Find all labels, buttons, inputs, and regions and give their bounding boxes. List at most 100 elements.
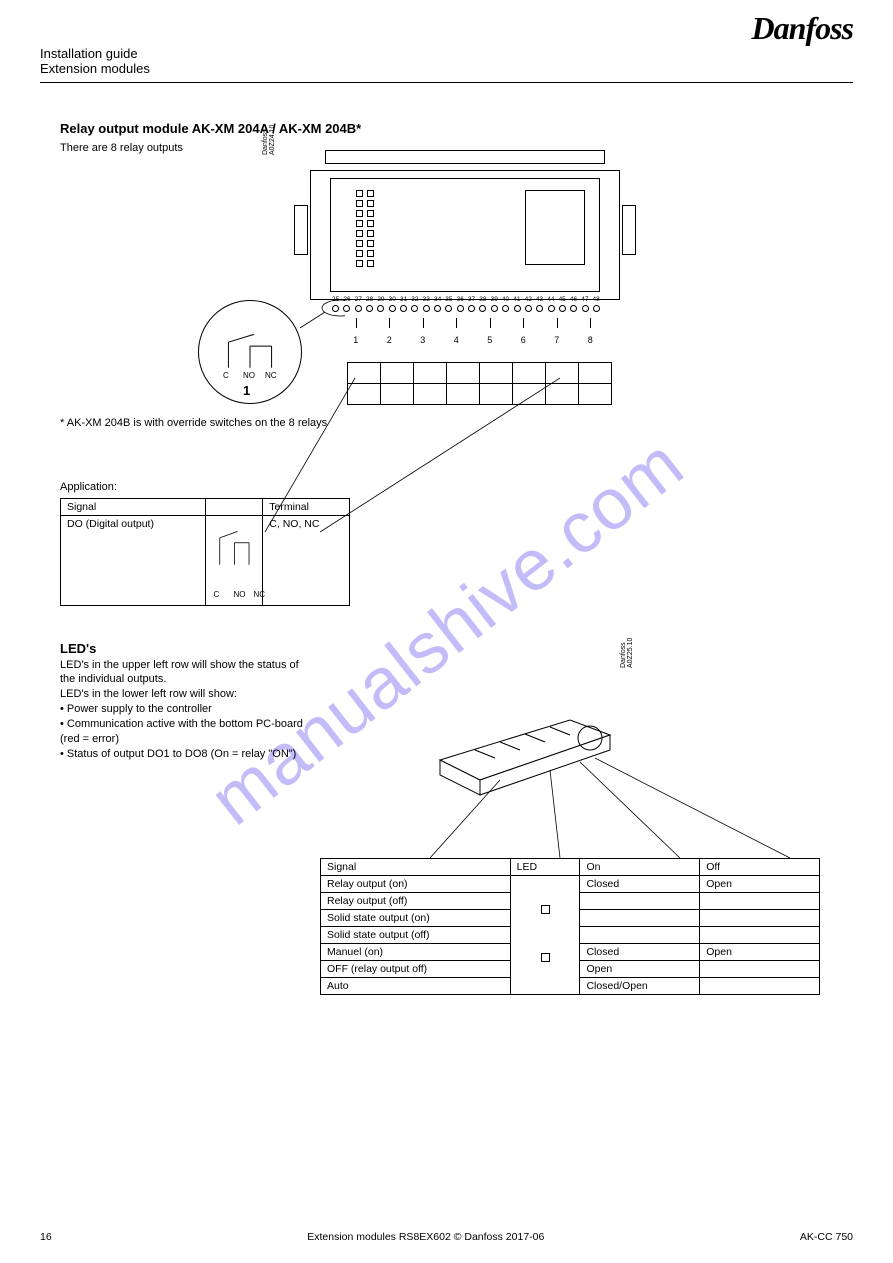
- detail-index-1: 1: [243, 383, 250, 398]
- module-text: There are 8 relay outputs: [60, 142, 183, 154]
- output-index-row: 12345678: [339, 330, 607, 348]
- led-title: LED's: [60, 640, 310, 658]
- page-header: Installation guide Extension modules Dan…: [0, 0, 893, 78]
- terminal-circle-icon: [468, 305, 475, 312]
- detail-leader-icon: [295, 300, 345, 330]
- table-cell: Manuel (on): [321, 944, 511, 961]
- terminal-num: 28: [366, 296, 373, 303]
- table-cell: [580, 910, 700, 927]
- terminal-circle-icon: [502, 305, 509, 312]
- footer-right: AK-CC 750: [800, 1231, 853, 1243]
- table-cell: [580, 893, 700, 910]
- page-footer: 16 Extension modules RS8EX602 © Danfoss …: [40, 1231, 853, 1243]
- terminal-num: 32: [411, 296, 418, 303]
- terminal-circle-icon: [389, 305, 396, 312]
- terminal-circle-icon: [377, 305, 384, 312]
- table-cell: [580, 927, 700, 944]
- rt-h3: Off: [700, 859, 820, 876]
- terminal-num: 33: [423, 296, 430, 303]
- pin-c-label: C: [223, 371, 229, 380]
- terminal-circle-icon: [514, 305, 521, 312]
- output-index: 6: [507, 330, 541, 348]
- terminal-circle-icon: [434, 305, 441, 312]
- terminal-circle-icon: [491, 305, 498, 312]
- terminal-circle-icon: [570, 305, 577, 312]
- terminal-circle-icon: [525, 305, 532, 312]
- terminal-circle-icon: [423, 305, 430, 312]
- brand-logo: Danfoss: [752, 10, 853, 47]
- sig-pin-c: C: [214, 590, 220, 599]
- override-table: Signal LED On Off Relay output (on) Close…: [320, 858, 820, 995]
- terminal-circle-icon: [355, 305, 362, 312]
- terminal-num: 48: [593, 296, 600, 303]
- terminal-num: 37: [468, 296, 475, 303]
- sig-pin-no: NO: [234, 590, 246, 599]
- output-index: 4: [440, 330, 474, 348]
- terminal-circle-icon: [400, 305, 407, 312]
- terminal-num: 39: [491, 296, 498, 303]
- terminal-circle-icon: [559, 305, 566, 312]
- rt-h0: Signal: [321, 859, 511, 876]
- led-text-4: • Status of output DO1 to DO8 (On = rela…: [60, 747, 310, 762]
- footer-page: 16: [40, 1231, 52, 1243]
- table-cell: [700, 910, 820, 927]
- right-annot-label: Danfoss A0Z25.10: [620, 638, 634, 668]
- led-column-cell: [510, 876, 580, 995]
- table-cell: [700, 961, 820, 978]
- terminal-circle-icon: [366, 305, 373, 312]
- led-text-block: LED's LED's in the upper left row will s…: [60, 640, 310, 761]
- terminal-num: 44: [547, 296, 554, 303]
- terminal-num: 43: [536, 296, 543, 303]
- table-cell: OFF (relay output off): [321, 961, 511, 978]
- terminal-num: 45: [559, 296, 566, 303]
- table-cell: Solid state output (off): [321, 927, 511, 944]
- doc-title-block: Installation guide Extension modules: [40, 10, 150, 76]
- terminal-num: 42: [525, 296, 532, 303]
- table-cell: Solid state output (on): [321, 910, 511, 927]
- footer-center: Extension modules RS8EX602 © Danfoss 201…: [307, 1231, 544, 1243]
- terminal-num: 35: [445, 296, 452, 303]
- sig-th-signal: Signal: [61, 499, 206, 516]
- rt-body: Relay output (on) Closed Open Relay output …: [321, 876, 820, 995]
- terminal-num: 38: [479, 296, 486, 303]
- product-line: Extension modules: [40, 61, 150, 76]
- rt-h1: LED: [510, 859, 580, 876]
- terminal-circle-icon: [548, 305, 555, 312]
- pin-no-label: NO: [243, 371, 255, 380]
- output-index: 5: [473, 330, 507, 348]
- led-text-3: • Communication active with the bottom P…: [60, 717, 310, 747]
- terminal-circle-icon: [479, 305, 486, 312]
- table-cell: Open: [580, 961, 700, 978]
- module-heading: Relay output module AK-XM 204A / AK-XM 2…: [60, 121, 361, 136]
- sig-pin-nc: NC: [254, 590, 266, 599]
- table-cell: [700, 893, 820, 910]
- led-text-0: LED's in the upper left row will show th…: [60, 658, 310, 688]
- terminal-circle-icon: [411, 305, 418, 312]
- table-cell: Relay output (off): [321, 893, 511, 910]
- table-cell: Auto: [321, 978, 511, 995]
- sig-th-blank: [205, 499, 263, 516]
- terminal-num: 31: [400, 296, 407, 303]
- table-cell: [700, 978, 820, 995]
- terminal-circle-icon: [457, 305, 464, 312]
- led-text-1: LED's in the lower left row will show:: [60, 687, 310, 702]
- terminal-circle-icon: [445, 305, 452, 312]
- output-index: 2: [373, 330, 407, 348]
- table-cell: Closed: [580, 876, 700, 893]
- rt-h2: On: [580, 859, 700, 876]
- header-rule: [40, 82, 853, 83]
- output-index: 8: [574, 330, 608, 348]
- terminal-circle-icon: [536, 305, 543, 312]
- table-cell: Relay output (on): [321, 876, 511, 893]
- output-index: 3: [406, 330, 440, 348]
- device-diagram: [310, 150, 620, 330]
- sig-cell-name: DO (Digital output): [61, 516, 206, 606]
- doc-title: Installation guide: [40, 46, 150, 61]
- terminal-num: 34: [434, 296, 441, 303]
- led-grid-icon: [356, 190, 374, 267]
- led-text-2: • Power supply to the controller: [60, 702, 310, 717]
- terminal-circle-icon: [593, 305, 600, 312]
- terminal-circles-row: [332, 305, 600, 312]
- terminal-num: 27: [355, 296, 362, 303]
- table-cell: [700, 927, 820, 944]
